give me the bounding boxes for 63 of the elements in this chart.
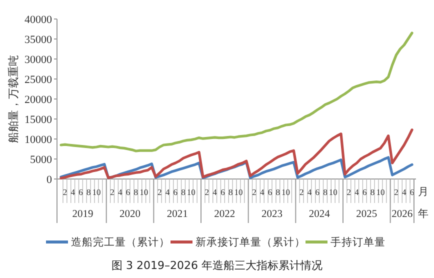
x-tick-label: 6 xyxy=(126,187,130,197)
x-tick-label: 10 xyxy=(376,187,385,197)
x-tick-label: 10 xyxy=(328,187,338,197)
x-tick-label: 6 xyxy=(268,187,272,197)
y-axis-title: 船舶量，万载重吨 xyxy=(7,55,20,143)
x-tick-label: 10 xyxy=(92,187,101,197)
text: 2026 xyxy=(392,209,413,220)
x-tick-label: 8 xyxy=(370,187,375,197)
x-tick-label: 2 xyxy=(299,187,304,197)
x-tick-label: 8 xyxy=(181,187,186,197)
y-tick-label: 10000 xyxy=(24,134,52,146)
x-tick-label: 4 xyxy=(212,187,218,197)
text: 2019 xyxy=(72,209,94,220)
x-tick-label: 10 xyxy=(282,187,290,197)
text: 2020 xyxy=(120,209,141,220)
text: 2025 xyxy=(356,209,378,220)
y-tick-label: 5000 xyxy=(30,154,52,166)
text: 2024 xyxy=(308,209,331,220)
x-tick-label: 4 xyxy=(165,187,170,197)
x-tick-label: 8 xyxy=(323,187,328,197)
x-tick-label: 2 xyxy=(394,187,398,197)
y-tick-label: 15000 xyxy=(24,114,52,126)
x-tick-label: 4 xyxy=(354,187,360,197)
y-tick-label: 35000 xyxy=(24,34,52,46)
y-tick-label: 40000 xyxy=(24,14,52,26)
x-tick-label: 4 xyxy=(307,187,312,197)
legend-label: 造船完工量（累计） xyxy=(71,236,170,249)
line-series xyxy=(60,32,414,152)
x-tick-label: 6 xyxy=(362,187,367,197)
x-tick-label: 2 xyxy=(204,187,210,197)
text: 2023 xyxy=(261,209,282,220)
x-tick-label: 10 xyxy=(186,187,196,197)
x-tick-label: 4 xyxy=(260,187,266,197)
x-tick-label: 6 xyxy=(78,187,83,197)
y-tick-label: 20000 xyxy=(24,94,52,106)
x-tick-label: 4 xyxy=(70,187,76,197)
x-tick-label: 6 xyxy=(315,187,320,197)
text: 2022 xyxy=(214,209,236,220)
x-tick-label: 8 xyxy=(134,187,138,197)
text: 年 xyxy=(418,208,429,220)
legend-label: 新承接订单量（累计） xyxy=(196,236,306,249)
text: 图 3 2019–2026 年造船三大指标累计情况 xyxy=(112,258,322,272)
x-tick-label: 2 xyxy=(157,187,162,197)
x-tick-label: 4 xyxy=(118,187,124,197)
x-tick-label: 8 xyxy=(276,187,280,197)
line-series xyxy=(60,128,414,180)
x-tick-label: 8 xyxy=(228,187,233,197)
x-tick-label: 2 xyxy=(252,187,256,197)
x-tick-label: 4 xyxy=(402,187,407,197)
y-tick-label: 30000 xyxy=(24,54,52,66)
y-tick-label: 0 xyxy=(46,174,52,186)
x-tick-label: 2 xyxy=(62,187,68,197)
x-tick-label: 6 xyxy=(220,187,225,197)
x-tick-label: 8 xyxy=(86,187,91,197)
y-tick-label: 25000 xyxy=(24,74,52,86)
x-tick-label: 2 xyxy=(346,187,352,197)
x-tick-label: 10 xyxy=(234,187,243,197)
x-axis-title: 月 xyxy=(418,186,429,198)
x-tick-label: 6 xyxy=(173,187,178,197)
legend-label: 手持订单量 xyxy=(330,236,386,249)
x-tick-label: 2 xyxy=(110,187,114,197)
text: 2021 xyxy=(166,209,188,220)
x-tick-label: 10 xyxy=(140,187,148,197)
